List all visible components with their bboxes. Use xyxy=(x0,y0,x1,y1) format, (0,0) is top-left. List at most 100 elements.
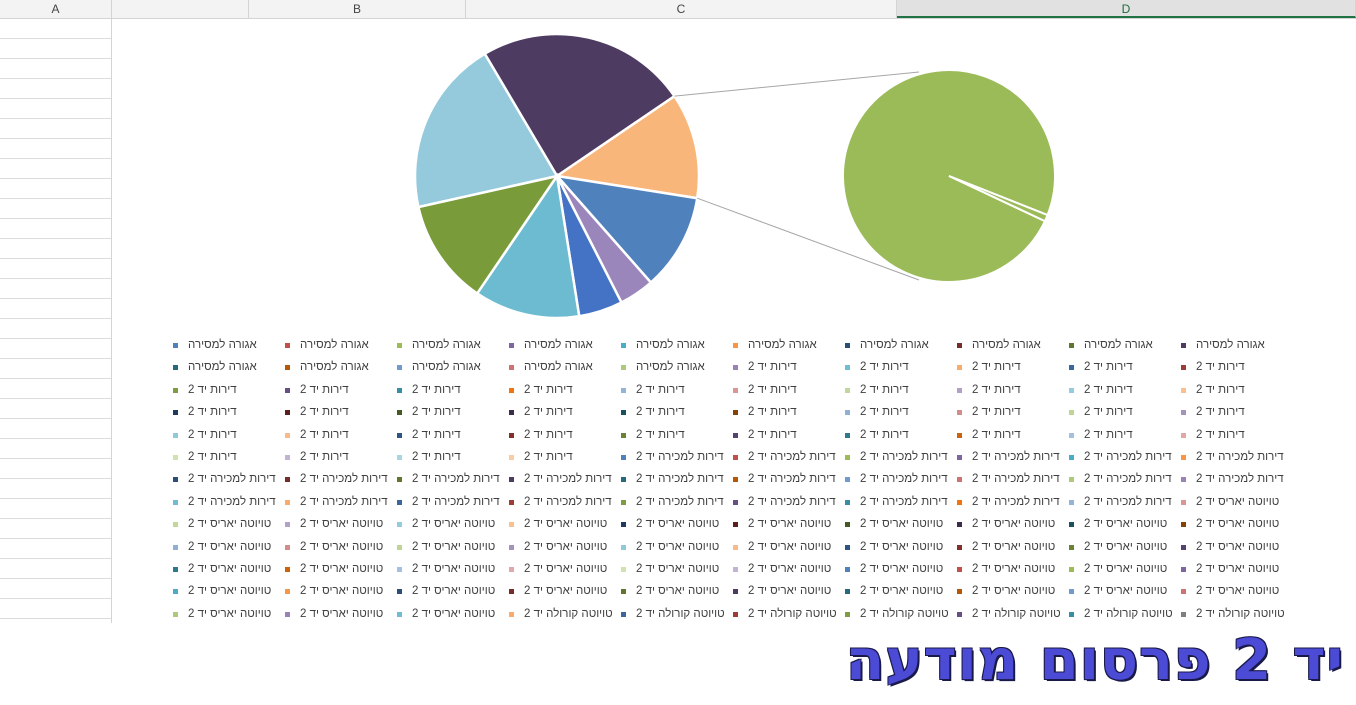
pie-of-pie-chart[interactable] xyxy=(112,19,1356,329)
legend-swatch xyxy=(509,343,514,348)
legend-label: דירות יד 2 xyxy=(1196,428,1245,441)
legend-swatch xyxy=(1181,343,1186,348)
legend-label: טויוטה יאריס יד 2 xyxy=(1196,540,1280,553)
legend-label: טויוטה יאריס יד 2 xyxy=(972,563,1056,575)
legend-swatch xyxy=(1069,567,1074,572)
legend-swatch xyxy=(397,589,402,595)
legend-swatch xyxy=(173,387,178,393)
legend-label: טויוטה יאריס יד 2 xyxy=(1084,518,1168,531)
legend-swatch xyxy=(1181,477,1186,483)
legend-swatch xyxy=(1069,477,1074,483)
legend-label: טויוטה יאריס יד 2 xyxy=(748,585,832,598)
legend-label: דירות יד 2 xyxy=(860,383,909,396)
chart-area[interactable]: אגורה למסירה אגורה למסירה אגורה למסירה אגור… xyxy=(112,19,1356,623)
legend-swatch xyxy=(285,410,290,416)
legend-label: אגורה למסירה xyxy=(1196,339,1265,351)
legend-swatch xyxy=(397,343,402,348)
banner-title: יד 2 פרסום מודעה xyxy=(845,628,1344,693)
legend-swatch xyxy=(285,477,290,483)
legend-label: טויוטה יאריס יד 2 xyxy=(860,563,944,575)
legend-label: דירות למכירה יד 2 xyxy=(1084,495,1172,508)
legend-label: טויוטה יאריס יד 2 xyxy=(1196,495,1280,508)
legend-label: דירות יד 2 xyxy=(412,383,461,396)
legend-swatch xyxy=(509,522,514,528)
legend-swatch xyxy=(285,455,290,460)
secondary-pie-slice-2[interactable] xyxy=(948,175,1049,223)
cell-grid[interactable] xyxy=(0,19,112,623)
legend-label: טויוטה קורולה יד 2 xyxy=(524,607,613,620)
legend-label: טויוטה יאריס יד 2 xyxy=(412,563,496,575)
pie-slice-1[interactable] xyxy=(483,32,677,178)
legend-swatch xyxy=(733,432,738,438)
legend-swatch xyxy=(845,589,850,595)
legend-swatch xyxy=(285,387,290,393)
legend-swatch xyxy=(957,477,962,483)
legend-label: דירות יד 2 xyxy=(972,383,1021,396)
legend-label: דירות יד 2 xyxy=(188,451,237,463)
legend-label: אגורה למסירה xyxy=(636,361,705,374)
legend-swatch xyxy=(1181,567,1186,572)
legend-label: טויוטה קורולה יד 2 xyxy=(972,607,1061,620)
legend-label: דירות למכירה יד 2 xyxy=(1084,451,1172,463)
legend-swatch xyxy=(733,589,738,595)
legend-swatch xyxy=(957,387,962,393)
legend-swatch xyxy=(173,477,178,483)
legend-label: טויוטה יאריס יד 2 xyxy=(860,518,944,531)
legend-swatch xyxy=(957,611,962,617)
chart-legend[interactable]: אגורה למסירה אגורה למסירה אגורה למסירה אגור… xyxy=(173,334,1298,624)
legend-label: טויוטה יאריס יד 2 xyxy=(748,518,832,531)
legend-label: אגורה למסירה xyxy=(972,339,1041,351)
legend-label: טויוטה יאריס יד 2 xyxy=(748,563,832,575)
legend-swatch xyxy=(1181,432,1186,438)
legend-swatch xyxy=(509,544,514,550)
legend-swatch xyxy=(509,611,514,617)
legend-label: טויוטה יאריס יד 2 xyxy=(1084,563,1168,575)
column-header-c[interactable]: C xyxy=(466,0,897,18)
legend-swatch xyxy=(621,589,626,595)
legend-label: דירות יד 2 xyxy=(748,406,797,419)
legend-swatch xyxy=(845,544,850,550)
legend-swatch xyxy=(1181,589,1186,595)
legend-label: טויוטה יאריס יד 2 xyxy=(524,540,608,553)
legend-label: טויוטה יאריס יד 2 xyxy=(1084,540,1168,553)
pie-slice-6[interactable] xyxy=(475,172,581,320)
pie-slice-8[interactable] xyxy=(413,52,559,209)
legend-label: טויוטה יאריס יד 2 xyxy=(188,563,272,575)
legend-swatch xyxy=(957,522,962,528)
legend-label: דירות למכירה יד 2 xyxy=(412,473,500,486)
legend-label: דירות למכירה יד 2 xyxy=(748,451,836,463)
legend-swatch xyxy=(173,589,178,595)
column-header-d[interactable]: D xyxy=(897,0,1356,18)
legend-label: דירות למכירה יד 2 xyxy=(524,495,612,508)
legend-swatch xyxy=(397,611,402,617)
legend-label: דירות למכירה יד 2 xyxy=(636,451,724,463)
pie-slice-2[interactable] xyxy=(553,94,701,200)
legend-swatch xyxy=(509,410,514,416)
legend-label: אגורה למסירה xyxy=(524,361,593,374)
legend-swatch xyxy=(173,455,178,460)
legend-label: טויוטה קורולה יד 2 xyxy=(1084,607,1173,620)
pie-slice-7[interactable] xyxy=(416,174,560,296)
legend-swatch xyxy=(1069,387,1074,393)
legend-swatch xyxy=(509,365,514,371)
legend-label: טויוטה יאריס יד 2 xyxy=(300,518,384,531)
column-header-b[interactable]: B xyxy=(249,0,466,18)
column-header-a[interactable]: A xyxy=(0,0,112,18)
legend-label: דירות למכירה יד 2 xyxy=(748,495,836,508)
legend-swatch xyxy=(285,589,290,595)
legend-swatch xyxy=(397,365,402,371)
legend-label: טויוטה יאריס יד 2 xyxy=(524,563,608,575)
legend-label: אגורה למסירה xyxy=(412,339,481,351)
pie-slice-3[interactable] xyxy=(553,174,699,285)
legend-swatch xyxy=(621,477,626,483)
legend-label: דירות למכירה יד 2 xyxy=(188,473,276,486)
legend-label: טויוטה קורולה יד 2 xyxy=(636,607,725,620)
legend-swatch xyxy=(1181,499,1186,505)
legend-swatch xyxy=(621,410,626,416)
legend-label: דירות יד 2 xyxy=(1084,428,1133,441)
legend-swatch xyxy=(397,522,402,528)
legend-label: טויוטה יאריס יד 2 xyxy=(972,518,1056,531)
legend-label: אגורה למסירה xyxy=(300,361,369,374)
legend-label: טויוטה יאריס יד 2 xyxy=(748,540,832,553)
legend-swatch xyxy=(845,410,850,416)
